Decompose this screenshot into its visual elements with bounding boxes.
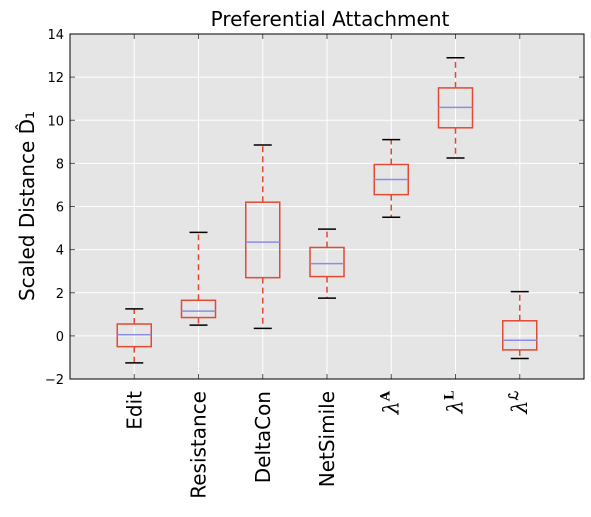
plot-frame [69,33,585,380]
box-3 [309,228,345,299]
lambda-symbol: λ [379,401,403,415]
box-2 [245,144,281,330]
lambda-superscript: A [378,390,393,402]
y-tick-label: −2 [45,373,64,388]
lambda-superscript: L [443,391,458,400]
y-tick-label: 6 [56,201,64,216]
x-tick-label: Edit [122,391,146,430]
y-axis-label: Scaled Distance D̂₁ [15,111,39,301]
box-iqr [502,320,538,351]
x-tick-label-text: Resistance [187,391,211,499]
x-tick-label-text: Edit [122,391,146,430]
x-tick-label-text: NetSimile [315,391,339,487]
box-iqr [245,201,281,279]
y-tick-label: 12 [47,71,64,86]
y-tick-labels: −2 0 2 4 6 8 10 12 14 [45,28,64,388]
x-tick-label: λL [443,391,468,414]
x-tick-label: λA [378,390,403,415]
box-5 [437,56,474,159]
chart-title: Preferential Attachment [211,7,450,31]
y-tick-label: 4 [56,244,64,259]
y-tick-label: 14 [47,28,64,43]
box-6 [502,290,538,360]
box-0 [116,308,152,364]
lambda-symbol: λ [444,400,468,414]
x-tick-label: Resistance [187,391,211,499]
y-tick-label: 8 [56,157,64,172]
box-iqr [309,246,345,278]
x-tick-label-text: λL [443,391,468,414]
box-series [116,56,538,364]
x-tick-label: NetSimile [315,391,339,487]
lambda-symbol: λ [508,400,532,414]
box-4 [373,138,409,219]
box-1 [180,231,217,326]
x-tick-label-text: DeltaCon [251,391,275,483]
x-tick-label: DeltaCon [251,391,275,483]
x-tick-label-text: λℒ [507,390,532,414]
y-tick-label: 0 [56,330,64,345]
lambda-superscript: ℒ [507,390,522,400]
y-tick-label: 2 [56,287,64,302]
x-tick-label-text: λA [378,390,403,415]
svg-text:Scaled Distance D̂₁: Scaled Distance D̂₁ [15,111,39,301]
x-tick-label: λℒ [507,390,532,414]
y-axis-label-text: Scaled Distance D̂₁ [15,111,39,301]
y-tick-label: 10 [47,114,64,129]
box-iqr [180,299,217,319]
